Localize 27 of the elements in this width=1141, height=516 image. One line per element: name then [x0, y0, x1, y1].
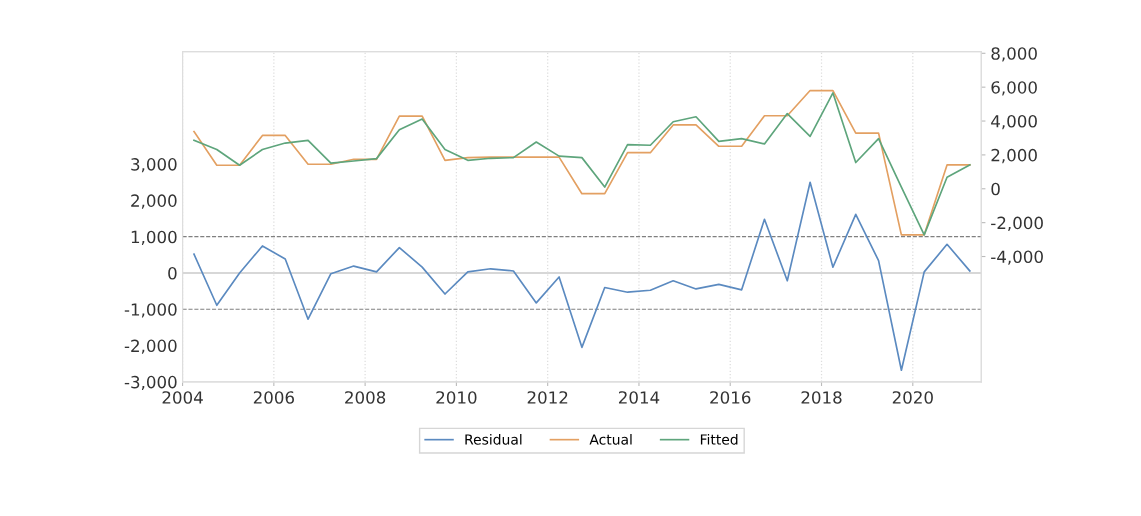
y2-tick-label: 8,000 [991, 47, 1037, 62]
y-tick-label: -2,000 [124, 339, 177, 354]
legend-label: Residual [465, 433, 522, 445]
x-tick-label: 2016 [710, 391, 751, 404]
y2-tick-label: 4,000 [991, 115, 1037, 130]
x-tick-label: 2006 [253, 391, 294, 404]
legend-label: Actual [589, 433, 632, 445]
x-tick-label: 2004 [162, 391, 203, 404]
line-series [193, 181, 971, 372]
y2-tick-label: 2,000 [991, 148, 1037, 164]
y-tick-label: 3,000 [131, 158, 177, 173]
y-tick-label: -1,000 [124, 303, 177, 318]
y-tick-label: 2,000 [131, 194, 177, 209]
x-tick-label: 2020 [892, 391, 933, 404]
y2-tick-label: 6,000 [991, 81, 1037, 96]
y-tick-label: 1,000 [131, 230, 177, 245]
y2-tick-label: 0 [991, 182, 1000, 196]
x-tick-label: 2012 [527, 391, 568, 404]
x-tick-label: 2008 [345, 391, 386, 404]
x-tick-label: 2010 [436, 391, 477, 404]
x-tick-label: 2018 [801, 391, 842, 404]
x-tick-label: 2014 [618, 391, 660, 404]
y-tick-label: 0 [168, 266, 177, 280]
legend-label: Fitted [700, 433, 738, 445]
y-tick-label: -3,000 [124, 375, 177, 391]
y2-tick-label: -4,000 [991, 250, 1043, 265]
y2-tick-label: -2,000 [991, 216, 1043, 231]
